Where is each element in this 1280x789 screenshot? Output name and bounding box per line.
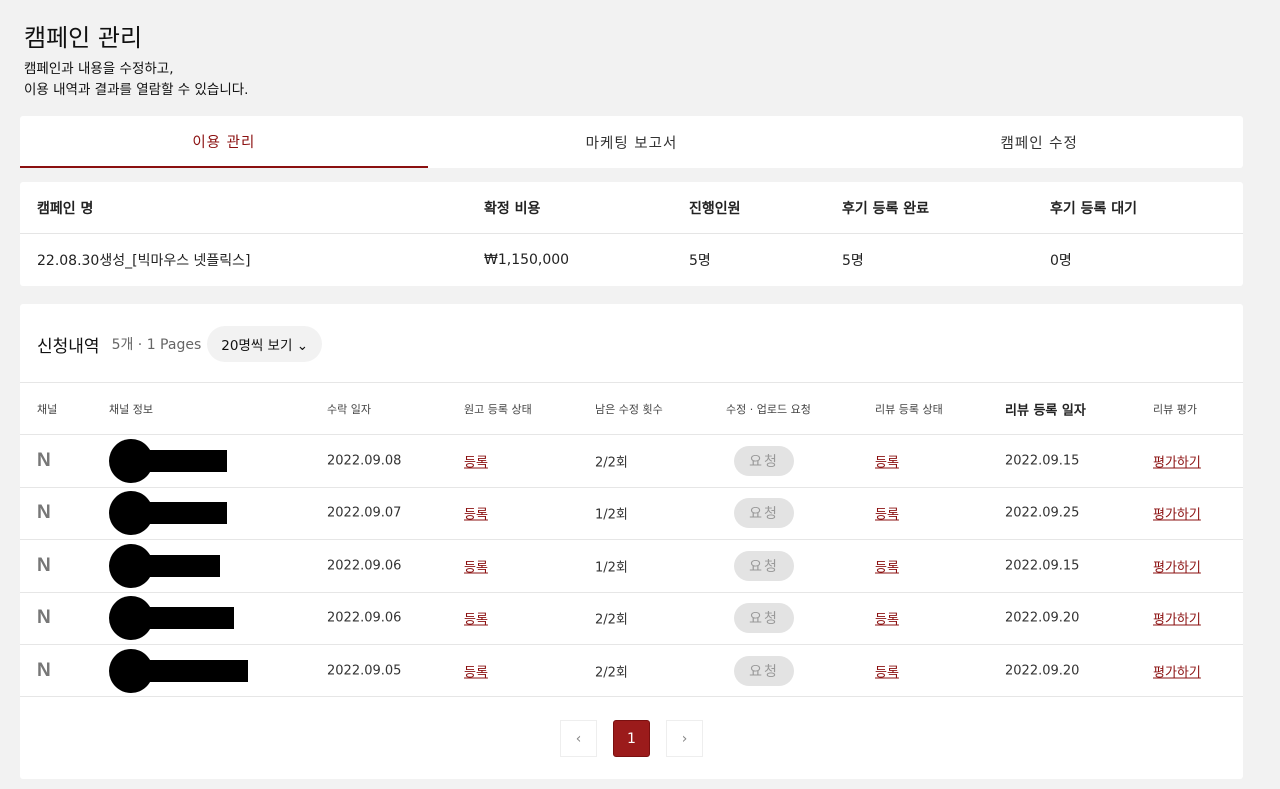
col-channel-info: 채널 정보 [109, 402, 153, 416]
review-date: 2022.09.15 [1005, 558, 1080, 573]
review-status-link[interactable]: 등록 [875, 560, 899, 575]
remaining-edits: 2/2회 [595, 665, 628, 680]
redacted-channel-info [109, 596, 234, 640]
col-request: 수정 · 업로드 요청 [726, 402, 811, 416]
review-status-link[interactable]: 등록 [875, 665, 899, 680]
review-date: 2022.09.15 [1005, 453, 1080, 468]
review-date: 2022.09.20 [1005, 610, 1080, 626]
table-row: N 2022.09.05 등록 2/2회 요청 등록 2022.09.20 평가… [20, 644, 1243, 696]
remaining-edits: 2/2회 [595, 455, 628, 470]
accepted-date: 2022.09.05 [327, 663, 402, 678]
remaining-edits: 2/2회 [595, 612, 628, 628]
request-button[interactable]: 요청 [734, 655, 794, 686]
list-count: 5개 · 1 Pages [111, 337, 202, 353]
tab-bar: 이용 관리 마케팅 보고서 캠페인 수정 [20, 116, 1243, 168]
rate-review-link[interactable]: 평가하기 [1153, 455, 1201, 470]
campaign-summary: 캠페인 명 확정 비용 진행인원 후기 등록 완료 후기 등록 대기 22.08… [20, 182, 1243, 286]
header-review-done: 후기 등록 완료 [842, 200, 930, 217]
table-row: N 2022.09.06 등록 1/2회 요청 등록 2022.09.15 평가… [20, 539, 1243, 591]
redacted-channel-info [109, 491, 227, 535]
tab-marketing-report[interactable]: 마케팅 보고서 [585, 135, 678, 152]
chevron-left-icon: ‹ [575, 730, 582, 747]
naver-channel-icon: N [37, 502, 51, 523]
col-review-date: 리뷰 등록 일자 [1005, 403, 1086, 418]
header-review-waiting: 후기 등록 대기 [1050, 200, 1138, 217]
redacted-channel-info [109, 648, 248, 693]
review-date: 2022.09.25 [1005, 505, 1080, 521]
cost: ₩1,150,000 [484, 252, 570, 268]
campaign-name: 22.08.30생성_[빅마우스 넷플릭스] [37, 253, 251, 269]
page-size-value: 20명씩 보기 [221, 338, 293, 354]
col-remaining: 남은 수정 횟수 [595, 402, 663, 416]
request-button[interactable]: 요청 [734, 603, 794, 633]
table-header: 채널 채널 정보 수락 일자 원고 등록 상태 남은 수정 횟수 수정 · 업로… [20, 382, 1243, 434]
col-accepted: 수락 일자 [327, 402, 371, 416]
col-review-rate: 리뷰 평가 [1153, 402, 1197, 416]
draft-status-link[interactable]: 등록 [464, 455, 488, 470]
naver-channel-icon: N [37, 659, 51, 681]
rate-review-link[interactable]: 평가하기 [1153, 612, 1201, 628]
summary-values: 22.08.30생성_[빅마우스 넷플릭스] ₩1,150,000 5명 5명 … [20, 234, 1243, 286]
table-row: N 2022.09.06 등록 2/2회 요청 등록 2022.09.20 평가… [20, 591, 1243, 644]
accepted-date: 2022.09.06 [327, 610, 402, 626]
page-header: 캠페인 관리 캠페인과 내용을 수정하고, 이용 내역과 결과를 열람할 수 있… [24, 18, 248, 101]
draft-status-link[interactable]: 등록 [464, 612, 488, 628]
page-size-select[interactable]: 20명씩 보기 ⌄ [207, 326, 323, 362]
next-page-button[interactable]: › [666, 720, 703, 757]
page-title: 캠페인 관리 [24, 24, 143, 52]
prev-page-button[interactable]: ‹ [560, 720, 597, 757]
review-done: 5명 [842, 253, 864, 269]
tab-usage[interactable]: 이용 관리 [20, 116, 428, 168]
remaining-edits: 1/2회 [595, 507, 628, 523]
table-row: N 2022.09.08 등록 2/2회 요청 등록 2022.09.15 평가… [20, 434, 1243, 486]
redacted-channel-info [109, 543, 220, 588]
review-date: 2022.09.20 [1005, 663, 1080, 678]
review-waiting: 0명 [1050, 253, 1072, 269]
accepted-date: 2022.09.07 [327, 505, 402, 521]
rate-review-link[interactable]: 평가하기 [1153, 507, 1201, 523]
naver-channel-icon: N [37, 607, 51, 628]
rate-review-link[interactable]: 평가하기 [1153, 665, 1201, 680]
naver-channel-icon: N [37, 554, 51, 576]
request-button[interactable]: 요청 [734, 498, 794, 528]
draft-status-link[interactable]: 등록 [464, 560, 488, 575]
review-status-link[interactable]: 등록 [875, 507, 899, 523]
summary-header: 캠페인 명 확정 비용 진행인원 후기 등록 완료 후기 등록 대기 [20, 182, 1243, 234]
list-title: 신청내역 [37, 336, 100, 357]
accepted-date: 2022.09.06 [327, 558, 402, 573]
draft-status-link[interactable]: 등록 [464, 665, 488, 680]
review-status-link[interactable]: 등록 [875, 455, 899, 470]
header-cost: 확정 비용 [484, 200, 541, 217]
rate-review-link[interactable]: 평가하기 [1153, 560, 1201, 575]
col-channel: 채널 [37, 402, 58, 416]
request-button[interactable]: 요청 [734, 550, 794, 581]
redacted-channel-info [109, 438, 227, 483]
tab-campaign-edit[interactable]: 캠페인 수정 [1000, 135, 1078, 152]
header-participants: 진행인원 [689, 200, 741, 217]
table-row: N 2022.09.07 등록 1/2회 요청 등록 2022.09.25 평가… [20, 486, 1243, 539]
page-desc-2: 이용 내역과 결과를 열람할 수 있습니다. [24, 82, 249, 98]
application-list: 신청내역 5개 · 1 Pages 20명씩 보기 ⌄ 채널 채널 정보 수락 … [20, 304, 1243, 779]
page-1-button[interactable]: 1 [613, 720, 650, 757]
draft-status-link[interactable]: 등록 [464, 507, 488, 523]
participants: 5명 [689, 253, 711, 269]
chevron-right-icon: › [681, 730, 688, 747]
chevron-down-icon: ⌄ [296, 338, 309, 354]
accepted-date: 2022.09.08 [327, 453, 402, 468]
request-button[interactable]: 요청 [734, 445, 794, 476]
review-status-link[interactable]: 등록 [875, 612, 899, 628]
header-campaign-name: 캠페인 명 [37, 200, 94, 217]
col-review-status: 리뷰 등록 상태 [875, 402, 943, 416]
remaining-edits: 1/2회 [595, 560, 628, 575]
col-draft: 원고 등록 상태 [464, 402, 532, 416]
naver-channel-icon: N [37, 449, 51, 471]
page-desc-1: 캠페인과 내용을 수정하고, [24, 61, 174, 77]
